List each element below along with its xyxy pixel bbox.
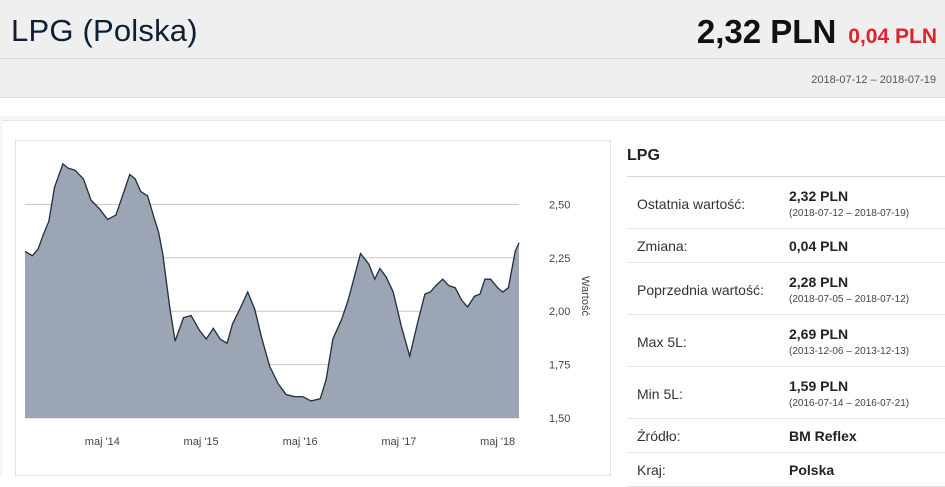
info-row: Max 5L: 2,69 PLN (2013-12-06 – 2013-12-13) — [627, 315, 945, 367]
info-row: Poprzednia wartość: 2,28 PLN (2018-07-05 –… — [627, 263, 945, 315]
page-title: LPG (Polska) — [11, 13, 198, 48]
header-bar: LPG (Polska) 2,32 PLN 0,04 PLN 2018-07-12… — [0, 0, 945, 98]
info-subvalue: (2016-07-14 – 2016-07-21) — [789, 398, 910, 409]
info-subvalue: (2018-07-12 – 2018-07-19) — [789, 208, 910, 219]
info-row: Ostatnia wartość: 2,32 PLN (2018-07-12 – 2… — [627, 177, 945, 229]
y-tick-labels: 1,50 1,75 2,00 2,25 2,50 — [549, 199, 570, 425]
info-label: Poprzednia wartość: — [637, 282, 764, 298]
info-label: Źródło: — [637, 428, 681, 444]
price-chart: 1,501,752,002,252,50 maj '14 maj '15 maj '… — [24, 162, 591, 448]
x-tick-label: maj '17 — [381, 436, 416, 448]
info-value: 2,28 PLN — [789, 274, 849, 290]
chart-container: 1,50 1,75 2,00 2,25 2,50 maj '14 maj '15 maj '… — [15, 140, 611, 476]
x-tick-label: maj '14 — [85, 436, 120, 448]
y-tick-label: 2,50 — [549, 199, 570, 211]
info-row: Kraj: Polska — [627, 453, 945, 487]
info-value: 0,04 PLN — [789, 238, 849, 254]
info-title: LPG — [627, 147, 660, 164]
info-label: Max 5L: — [637, 334, 687, 350]
x-tick-label: maj '15 — [184, 436, 219, 448]
info-rows: Ostatnia wartość: 2,32 PLN (2018-07-12 – 2… — [627, 177, 945, 487]
info-value: 1,59 PLN — [789, 378, 849, 394]
info-row: Zmiana: 0,04 PLN — [627, 229, 945, 263]
header-divider — [0, 58, 945, 59]
info-label: Zmiana: — [637, 238, 688, 254]
x-tick-labels: maj '14 maj '15 maj '16 maj '17 maj '18 — [85, 436, 515, 448]
info-value: 2,69 PLN — [789, 326, 849, 342]
info-label: Ostatnia wartość: — [637, 196, 746, 212]
x-tick-label: maj '16 — [283, 436, 318, 448]
info-row: Min 5L: 1,59 PLN (2016-07-14 – 2016-07-21) — [627, 367, 945, 419]
price-change: 0,04 PLN — [848, 25, 937, 48]
info-value: Polska — [789, 462, 835, 478]
x-tick-label: maj '18 — [480, 436, 515, 448]
y-tick-label: 2,00 — [549, 306, 570, 318]
info-value: 2,32 PLN — [789, 188, 849, 204]
info-value: BM Reflex — [789, 428, 857, 444]
info-divider — [627, 176, 945, 177]
info-subvalue: (2013-12-06 – 2013-12-13) — [789, 346, 910, 357]
y-axis-title: Wartość — [579, 276, 591, 316]
info-label: Min 5L: — [637, 386, 683, 402]
info-label: Kraj: — [637, 462, 666, 478]
info-row: Źródło: BM Reflex — [627, 419, 945, 453]
y-tick-label: 1,50 — [549, 413, 570, 425]
date-range: 2018-07-12 – 2018-07-19 — [811, 74, 936, 86]
y-tick-label: 2,25 — [549, 253, 570, 265]
series-area — [25, 163, 519, 418]
info-panel: LPG Ostatnia wartość: 2,32 PLN (2018-07-12… — [627, 144, 945, 487]
y-tick-label: 1,75 — [549, 360, 570, 372]
series-line — [24, 162, 520, 402]
info-subvalue: (2018-07-05 – 2018-07-12) — [789, 294, 910, 305]
price-summary: 2,32 PLN 0,04 PLN — [697, 13, 937, 51]
current-price: 2,32 PLN — [696, 13, 837, 50]
